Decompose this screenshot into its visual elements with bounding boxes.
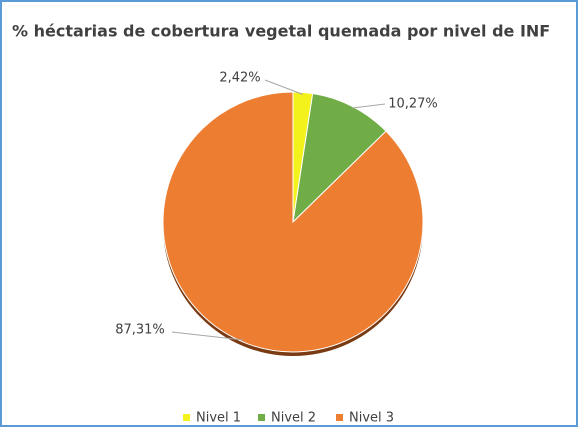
data-label: 87,31% [115,323,165,338]
legend-label: Nivel 3 [349,411,394,426]
legend-swatch [183,414,190,421]
leader-line [351,103,386,109]
chart-title: % héctarias de cobertura vegetal quemada… [12,22,550,41]
legend-swatch [258,414,265,421]
legend-label: Nivel 2 [271,411,316,426]
pie-slice [292,92,387,224]
pie-slice [162,91,424,353]
data-label: 10,27% [388,97,438,112]
data-label: 2,42% [219,71,260,86]
leader-line [264,79,303,95]
legend-swatch [336,414,343,421]
legend-label: Nivel 1 [196,411,241,426]
leader-line [171,331,244,341]
